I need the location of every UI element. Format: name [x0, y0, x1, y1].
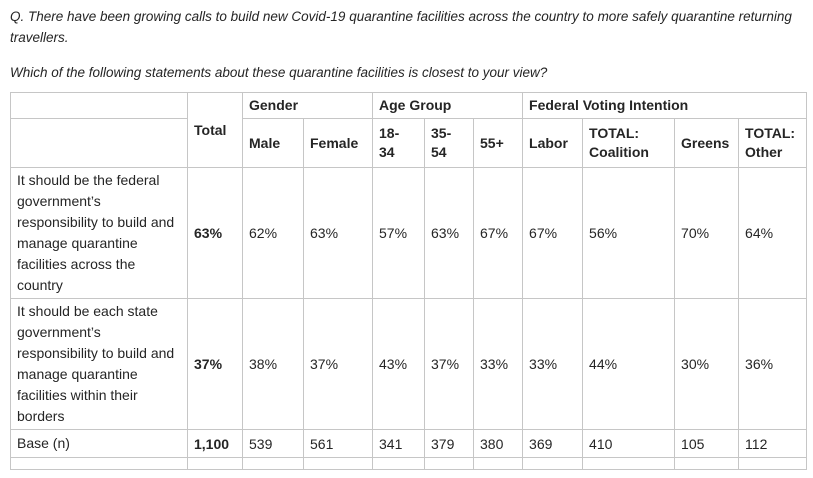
- column-header-female: Female: [302, 118, 374, 168]
- group-header-age-group: Age Group: [372, 92, 524, 119]
- column-header-male: Male: [242, 118, 304, 168]
- cell-male: 62%: [242, 167, 304, 299]
- cell-greens: 30%: [674, 298, 740, 430]
- cell-total: 63%: [187, 167, 243, 299]
- column-header-35-54-label: 35-54: [431, 125, 452, 160]
- cell-male: 38%: [242, 298, 304, 430]
- column-header-greens: Greens: [674, 118, 740, 168]
- cell-18-34: 43%: [372, 298, 426, 430]
- cell-18-34: 341: [372, 429, 426, 458]
- cell-coalition: 410: [582, 429, 676, 458]
- cell-coalition: 56%: [582, 167, 676, 299]
- row-label: It should be each state government’s res…: [10, 298, 188, 430]
- cell-55-plus: 380: [473, 429, 524, 458]
- column-header-total-coalition: TOTAL: Coalition: [582, 118, 676, 168]
- row-label: It should be the federal government’s re…: [10, 167, 188, 299]
- question-paragraph-1: Q. There have been growing calls to buil…: [10, 9, 792, 45]
- cell-female: 63%: [302, 167, 374, 299]
- cell-55-plus: 67%: [473, 167, 524, 299]
- cell-greens: 70%: [674, 167, 740, 299]
- column-header-labor: Labor: [522, 118, 584, 168]
- cell-other: 112: [738, 429, 808, 458]
- cell-55-plus: 33%: [473, 298, 524, 430]
- column-header-18-34: 18-34: [372, 118, 426, 168]
- cell-labor: 33%: [522, 298, 584, 430]
- cell-other: 36%: [738, 298, 808, 430]
- cell-greens: 105: [674, 429, 740, 458]
- cell-female: 561: [302, 429, 374, 458]
- table-row-federal-responsibility: It should be the federal government’s re…: [10, 167, 808, 299]
- survey-question: Q. There have been growing calls to buil…: [10, 6, 801, 83]
- cell-female: 37%: [302, 298, 374, 430]
- column-header-total-other: TOTAL: Other: [738, 118, 808, 168]
- table-row-state-responsibility: It should be each state government’s res…: [10, 298, 808, 430]
- column-header-18-34-label: 18-34: [379, 125, 400, 160]
- base-row-label: Base (n): [10, 429, 188, 458]
- column-header-row: Male Female 18-34 35-54 55+ Labor TOTAL:…: [10, 118, 808, 168]
- group-header-federal-voting-intention: Federal Voting Intention: [522, 92, 808, 119]
- cell-35-54: 37%: [424, 298, 475, 430]
- question-paragraph-2: Which of the following statements about …: [10, 65, 548, 80]
- cell-35-54: 63%: [424, 167, 475, 299]
- column-header-55-plus: 55+: [473, 118, 524, 168]
- cell-labor: 67%: [522, 167, 584, 299]
- results-table: Total Gender Age Group Federal Voting In…: [10, 92, 808, 470]
- table-row-spacer: [10, 457, 808, 470]
- cell-total: 37%: [187, 298, 243, 430]
- cell-35-54: 379: [424, 429, 475, 458]
- table-row-base-n: Base (n) 1,100 539 561 341 379 380 369 4…: [10, 429, 808, 458]
- cell-male: 539: [242, 429, 304, 458]
- cell-labor: 369: [522, 429, 584, 458]
- cell-other: 64%: [738, 167, 808, 299]
- group-header-gender: Gender: [241, 92, 374, 119]
- group-header-row: Total Gender Age Group Federal Voting In…: [10, 92, 808, 168]
- cell-coalition: 44%: [582, 298, 676, 430]
- column-header-35-54: 35-54: [424, 118, 475, 168]
- blank-header-cell: [10, 118, 188, 168]
- cell-18-34: 57%: [372, 167, 426, 299]
- column-header-total: Total: [187, 92, 243, 168]
- blank-header-cell: [10, 92, 188, 119]
- cell-total: 1,100: [187, 429, 243, 458]
